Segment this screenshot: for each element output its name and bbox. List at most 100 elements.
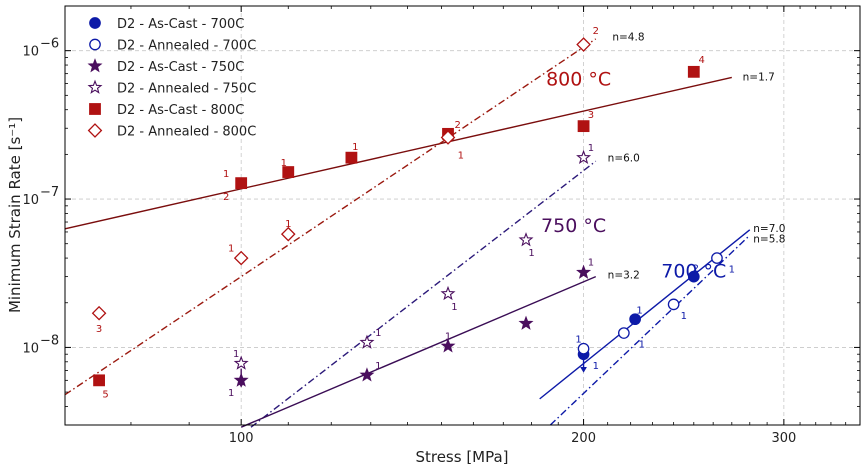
data-point bbox=[687, 65, 700, 78]
point-label: 1 bbox=[575, 334, 581, 345]
y-tick-exponent: −6 bbox=[40, 37, 59, 52]
point-label: 1 bbox=[593, 361, 599, 372]
legend-label: D2 - As-Cast - 750C bbox=[117, 60, 244, 75]
data-point bbox=[233, 355, 249, 370]
stress-exponent-label: n=4.8 bbox=[612, 31, 644, 43]
point-label: 1 bbox=[223, 169, 229, 180]
temperature-label: 750 °C bbox=[541, 215, 606, 237]
point-label: 1 bbox=[639, 340, 645, 351]
point-label: 1 bbox=[636, 306, 642, 317]
point-label: 1 bbox=[228, 388, 234, 399]
point-label: 1 bbox=[588, 143, 594, 154]
stress-exponent-label: n=7.0 bbox=[753, 223, 785, 235]
legend-marker bbox=[89, 17, 101, 29]
data-point bbox=[629, 313, 641, 326]
plot-frame bbox=[64, 5, 861, 426]
point-label: 3 bbox=[588, 110, 594, 121]
data-point bbox=[576, 37, 591, 52]
plot-background bbox=[65, 6, 860, 425]
legend-marker bbox=[87, 79, 103, 94]
x-tick-label: 100 bbox=[229, 431, 254, 446]
legend-label: D2 - As-Cast - 700C bbox=[117, 17, 244, 32]
y-tick-exponent: −7 bbox=[40, 185, 59, 200]
fit-line bbox=[240, 275, 597, 428]
point-label: 1 bbox=[375, 361, 381, 372]
point-label: 3 bbox=[96, 324, 102, 335]
point-label: 1 bbox=[285, 219, 291, 230]
point-label: 1 bbox=[451, 302, 457, 313]
arrow-head bbox=[237, 381, 245, 388]
legend-marker bbox=[89, 103, 101, 115]
fit-line bbox=[64, 76, 732, 230]
legend-label: D2 - Annealed - 750C bbox=[117, 82, 256, 97]
data-point bbox=[233, 250, 249, 266]
data-point bbox=[359, 334, 375, 349]
x-tick-label: 300 bbox=[771, 431, 796, 446]
point-label: 2 bbox=[593, 26, 599, 37]
x-axis-title: Stress [MPa] bbox=[415, 448, 508, 466]
fit-line bbox=[64, 38, 597, 396]
stress-exponent-label: n=3.2 bbox=[608, 270, 640, 282]
legend-label: D2 - Annealed - 700C bbox=[117, 39, 256, 54]
y-tick-label: 10 bbox=[22, 45, 39, 60]
data-point bbox=[576, 149, 592, 165]
data-point bbox=[687, 270, 700, 283]
data-point bbox=[282, 166, 295, 178]
point-label: 2 bbox=[454, 120, 460, 131]
temperature-label: 800 °C bbox=[546, 68, 611, 90]
data-point bbox=[711, 252, 723, 264]
point-label: 2 bbox=[693, 264, 699, 275]
data-point bbox=[577, 120, 590, 133]
data-point bbox=[618, 327, 630, 339]
stress-exponent-label: n=5.8 bbox=[753, 234, 785, 246]
y-axis-title: Minimum Strain Rate [s⁻¹] bbox=[6, 117, 24, 313]
data-point bbox=[235, 177, 248, 190]
point-label: 1 bbox=[233, 349, 239, 360]
point-label: 2 bbox=[223, 192, 229, 203]
point-label: 1 bbox=[528, 248, 534, 259]
data-point bbox=[440, 285, 456, 301]
data-point bbox=[280, 226, 296, 242]
data-point bbox=[345, 151, 358, 164]
fit-line bbox=[549, 234, 751, 426]
data-point bbox=[577, 342, 590, 355]
point-label: 4 bbox=[698, 55, 704, 66]
point-label: 1 bbox=[681, 311, 687, 322]
point-label: 1 bbox=[375, 328, 381, 339]
y-tick-label: 10 bbox=[22, 341, 39, 356]
temperature-label: 700 °C bbox=[661, 260, 726, 282]
legend: D2 - As-Cast - 700C D2 - Annealed - 700C D… bbox=[87, 17, 256, 140]
point-label: 5 bbox=[102, 389, 108, 400]
data-point bbox=[667, 298, 680, 311]
legend-marker bbox=[87, 123, 103, 138]
data-point bbox=[91, 305, 107, 321]
data-point bbox=[518, 232, 534, 247]
point-label: 1 bbox=[281, 158, 287, 169]
legend-label: D2 - As-Cast - 800C bbox=[117, 103, 244, 118]
data-point bbox=[518, 315, 534, 330]
point-label: 1 bbox=[458, 150, 464, 161]
y-tick-exponent: −8 bbox=[40, 333, 59, 348]
point-label: 1 bbox=[445, 332, 451, 343]
stress-exponent-label: n=6.0 bbox=[608, 153, 640, 165]
point-label: 1 bbox=[588, 257, 594, 268]
legend-label: D2 - Annealed - 800C bbox=[117, 125, 256, 140]
point-label: 1 bbox=[228, 244, 234, 255]
arrow-head bbox=[580, 367, 588, 373]
legend-marker bbox=[89, 38, 101, 51]
point-label: 1 bbox=[729, 265, 735, 276]
data-point bbox=[93, 374, 105, 387]
x-tick-label: 200 bbox=[571, 431, 596, 446]
annotations: 2 4 2 1 3 1 2 1 1 1 1 3 5 1 1 1 1 1 1 1 1 1 1 1 1 1 1 2 1 n=4.8 n=1.7 n… bbox=[96, 26, 786, 400]
y-tick-label: 10 bbox=[22, 193, 39, 208]
data-point bbox=[440, 338, 456, 353]
data-point bbox=[576, 264, 592, 279]
data-point bbox=[359, 367, 375, 382]
fit-lines bbox=[64, 38, 751, 428]
data-point bbox=[440, 130, 456, 145]
stress-exponent-label: n=1.7 bbox=[743, 71, 775, 83]
legend-marker bbox=[87, 58, 103, 73]
